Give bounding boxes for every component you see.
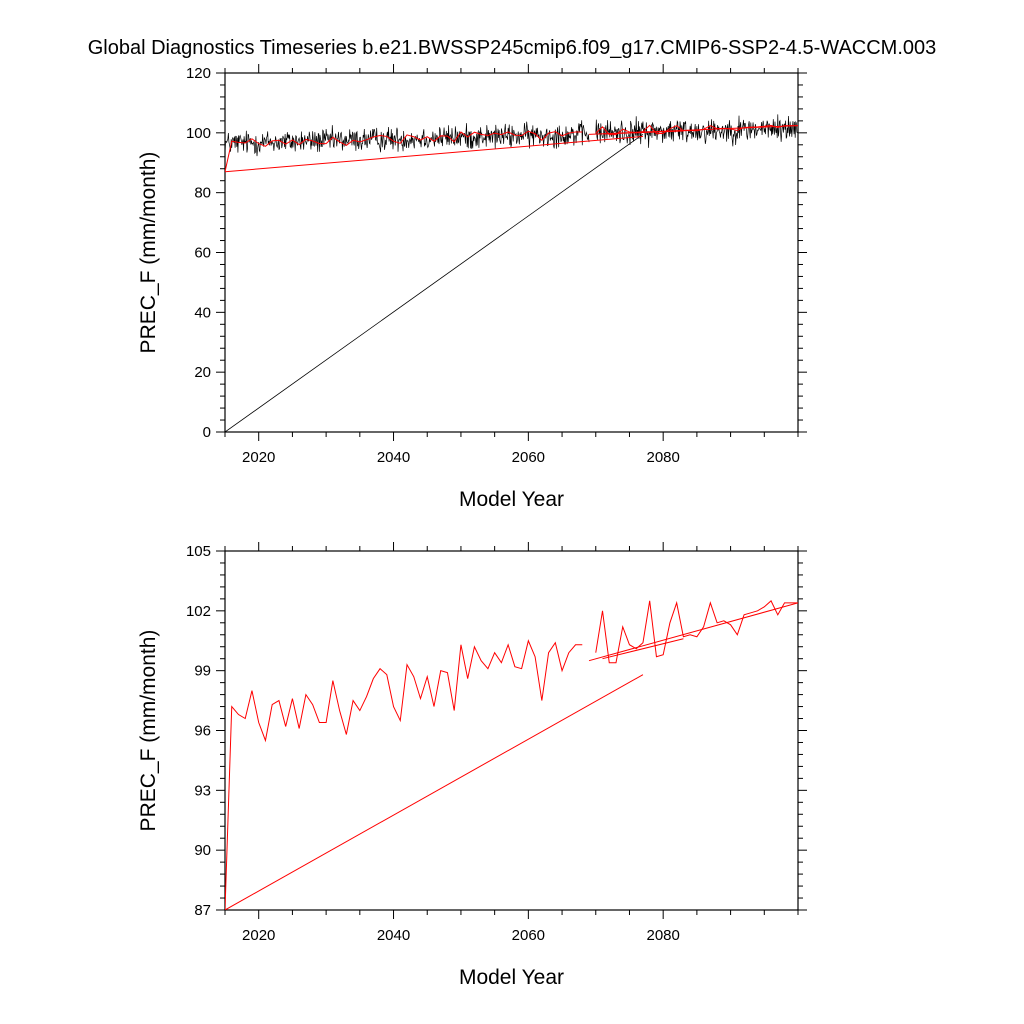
panel-0-y-tick-label: 20	[194, 364, 211, 381]
panel-1-y-axis-title: PREC_F (mm/month)	[137, 630, 160, 832]
panel-0-y-tick-label: 60	[194, 245, 211, 262]
panel-1-annual-mean-line	[595, 600, 798, 664]
panel-0-y-tick-label: 100	[186, 125, 211, 142]
panel-0-annual-mean-line	[225, 130, 583, 172]
panel-0-plot-area	[225, 114, 798, 432]
panel-1-annual-mean-line	[602, 638, 684, 660]
panel-0-y-tick-label: 40	[194, 304, 211, 321]
panel-1-annual-mean-line	[225, 639, 583, 910]
panel-1-x-tick-label: 2080	[646, 927, 679, 944]
panel-0-monthly-connector-line	[225, 134, 644, 432]
panel-0-y-axis-title: PREC_F (mm/month)	[137, 152, 160, 354]
panel-1-x-tick-label: 2020	[242, 927, 275, 944]
panel-1-y-tick-label: 90	[194, 842, 211, 859]
panel-0-x-tick-label: 2040	[377, 449, 410, 466]
panel-1-y-tick-label: 87	[194, 902, 211, 919]
panel-1-x-tick-label: 2040	[377, 927, 410, 944]
panel-1-annual-mean-line	[588, 602, 798, 662]
panel-1-plot-area	[225, 600, 798, 910]
panel-0-y-tick-label: 80	[194, 185, 211, 202]
panel-0-x-tick-label: 2020	[242, 449, 275, 466]
panel-1-annual-mean-line	[225, 674, 644, 910]
panel-0-x-axis-title: Model Year	[459, 488, 564, 511]
panel-1-y-tick-label: 96	[194, 723, 211, 740]
panel-0-x-tick-label: 2060	[512, 449, 545, 466]
panel-1-y-tick-label: 93	[194, 782, 211, 799]
figure-title: Global Diagnostics Timeseries b.e21.BWSS…	[88, 37, 937, 59]
panel-0-annual-mean-line	[602, 130, 684, 135]
panel-1-y-tick-label: 105	[186, 543, 211, 560]
panel-0-monthly-series-line	[595, 114, 798, 148]
panel-0-annual-mean-line	[595, 124, 798, 136]
panel-1-plot-frame	[224, 550, 799, 911]
panel-0-y-tick-label: 0	[203, 424, 211, 441]
panel-0-annual-mean-line	[225, 135, 643, 173]
panel-0-x-tick-label: 2080	[646, 449, 679, 466]
panel-1-y-tick-label: 99	[194, 663, 211, 680]
panel-1-x-axis-title: Model Year	[459, 966, 564, 989]
panel-0-y-tick-label: 120	[186, 65, 211, 82]
bottom-panel: 2020 2040 2060 2080 87 90 93 96 99 102 105 Model Ye…	[137, 542, 807, 989]
panel-0-monthly-series-line	[225, 120, 590, 157]
panel-1-y-tick-label: 102	[186, 603, 211, 620]
panel-1-x-tick-label: 2060	[512, 927, 545, 944]
